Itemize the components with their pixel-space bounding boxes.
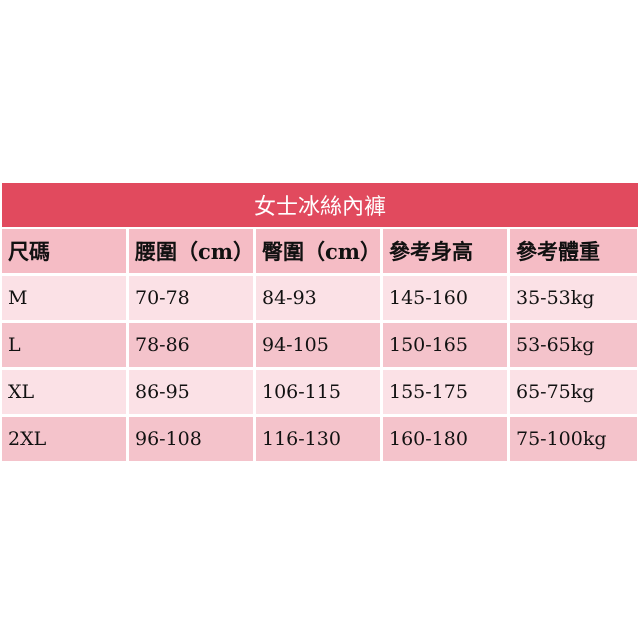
table-cell: 75-100kg bbox=[510, 417, 637, 461]
table-row: 2XL 96-108 116-130 160-180 75-100kg bbox=[2, 417, 638, 461]
table-cell: 150-165 bbox=[383, 323, 507, 367]
table-title: 女士冰絲內褲 bbox=[2, 183, 638, 227]
table-cell: 尺碼 bbox=[2, 229, 126, 273]
table-cell: 35-53kg bbox=[510, 276, 637, 320]
table-cell: 116-130 bbox=[256, 417, 380, 461]
table-cell: 65-75kg bbox=[510, 370, 637, 414]
table-cell: 94-105 bbox=[256, 323, 380, 367]
table-cell: 145-160 bbox=[383, 276, 507, 320]
size-table: 女士冰絲內褲 尺碼 腰圍（cm） 臀圍（cm） 參考身高 參考體重 M 70-78 84-93… bbox=[2, 183, 638, 464]
table-cell: 2XL bbox=[2, 417, 126, 461]
table-cell: 160-180 bbox=[383, 417, 507, 461]
table-cell: XL bbox=[2, 370, 126, 414]
table-cell: 53-65kg bbox=[510, 323, 637, 367]
table-cell: 155-175 bbox=[383, 370, 507, 414]
table-cell: M bbox=[2, 276, 126, 320]
table-cell: 106-115 bbox=[256, 370, 380, 414]
table-row: XL 86-95 106-115 155-175 65-75kg bbox=[2, 370, 638, 414]
table-cell: 70-78 bbox=[129, 276, 253, 320]
table-row: L 78-86 94-105 150-165 53-65kg bbox=[2, 323, 638, 367]
table-cell: 86-95 bbox=[129, 370, 253, 414]
table-cell: 96-108 bbox=[129, 417, 253, 461]
table-cell: 臀圍（cm） bbox=[256, 229, 381, 273]
table-cell: 84-93 bbox=[256, 276, 380, 320]
table-cell: 參考身高 bbox=[383, 229, 507, 273]
table-row: M 70-78 84-93 145-160 35-53kg bbox=[2, 276, 638, 320]
table-cell: 參考體重 bbox=[510, 229, 637, 273]
table-cell: 腰圍（cm） bbox=[129, 229, 254, 273]
table-row: 尺碼 腰圍（cm） 臀圍（cm） 參考身高 參考體重 bbox=[2, 229, 638, 273]
table-cell: 78-86 bbox=[129, 323, 253, 367]
table-cell: L bbox=[2, 323, 126, 367]
